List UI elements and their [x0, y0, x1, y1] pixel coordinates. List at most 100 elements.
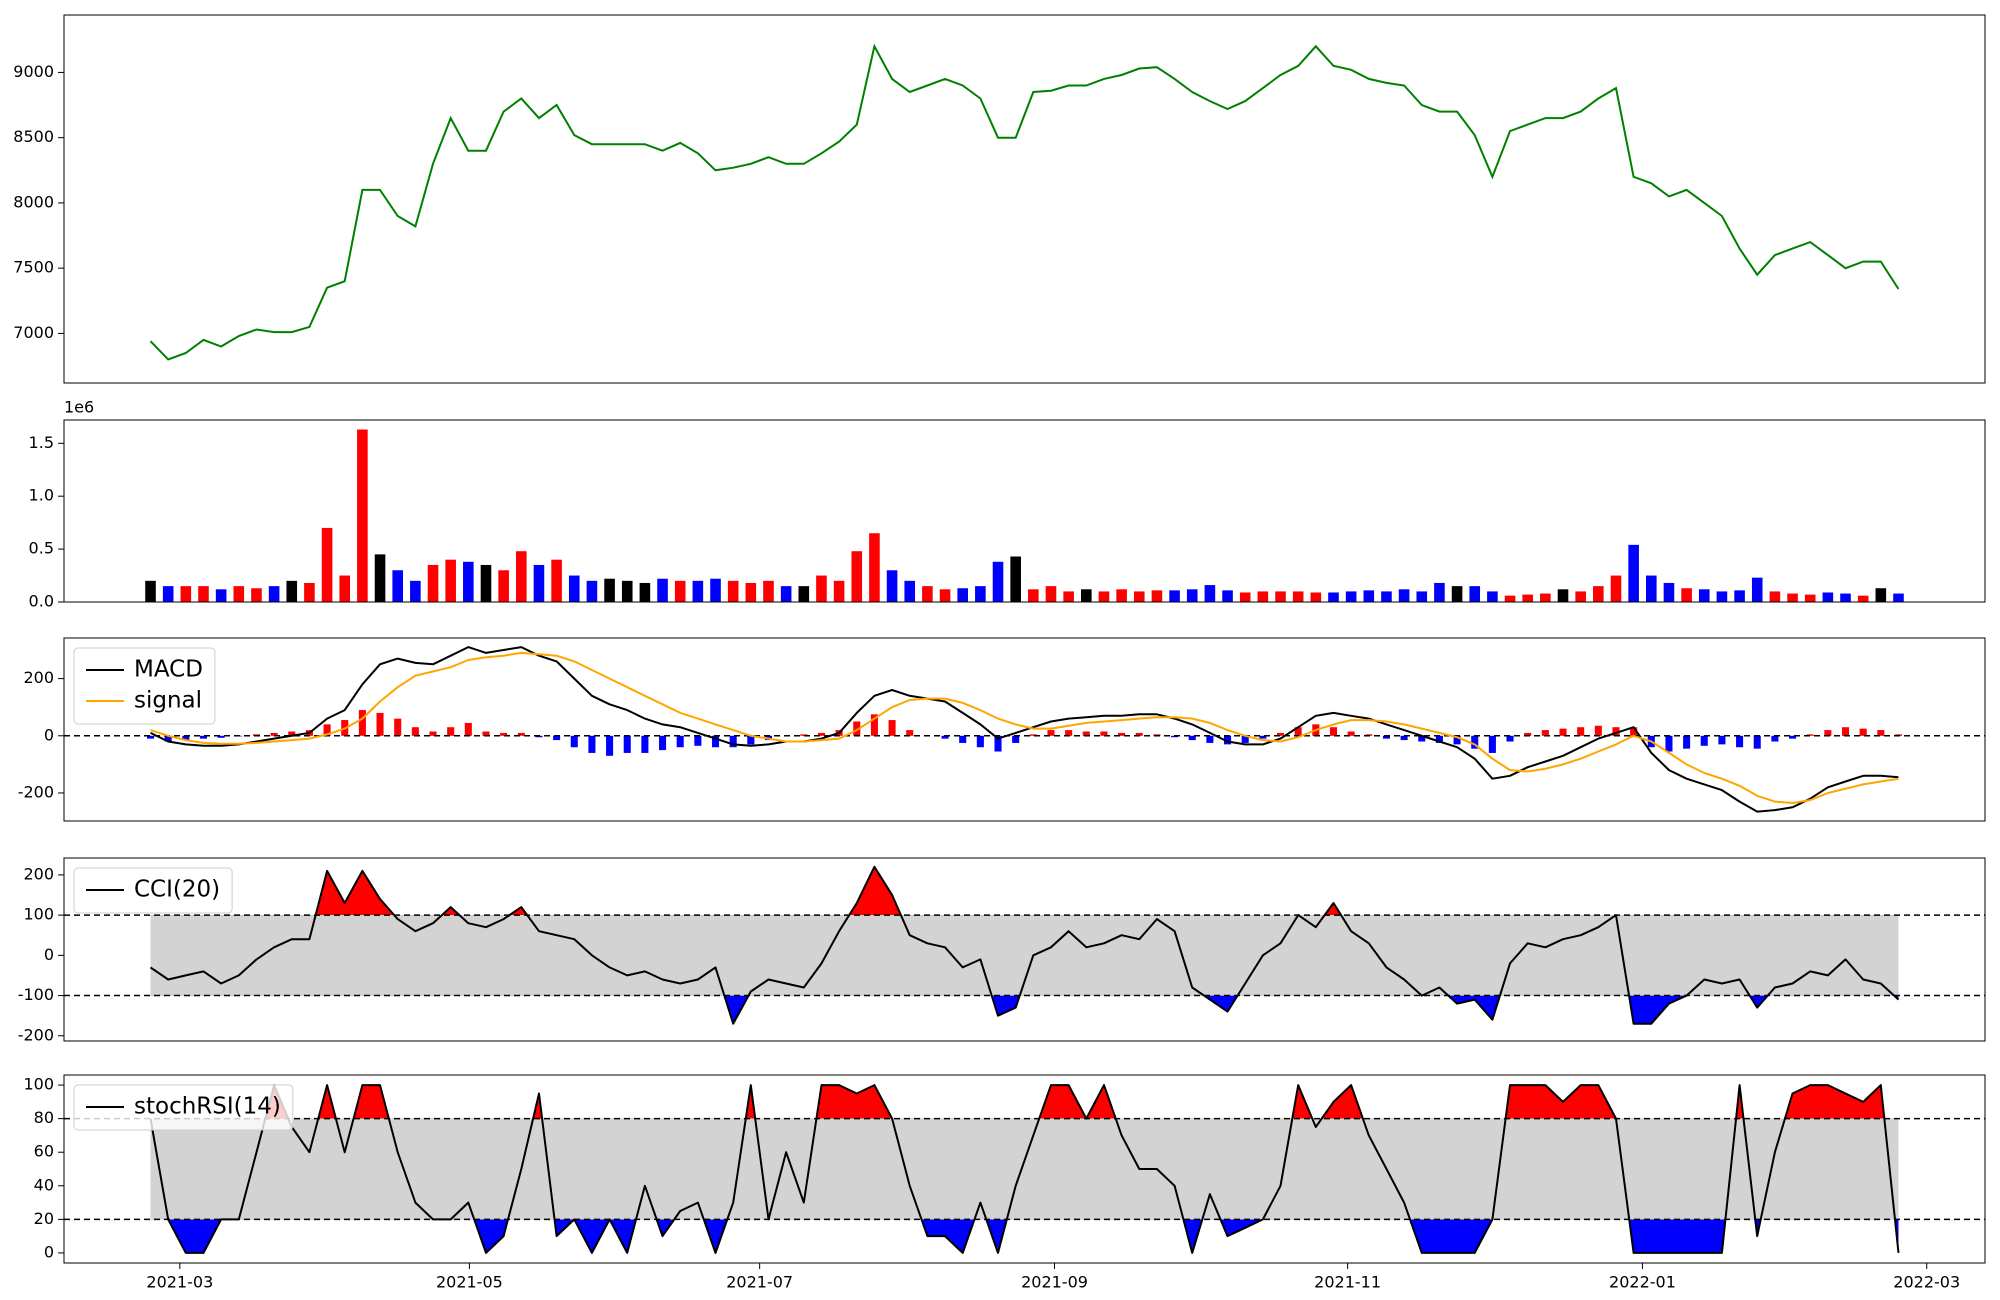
volume-bar — [869, 533, 880, 602]
histogram-bar — [553, 735, 561, 741]
volume-bar — [1751, 577, 1763, 602]
histogram-bar — [659, 735, 667, 751]
volume-bar — [445, 559, 456, 602]
band — [150, 1118, 1899, 1220]
price-line — [149, 43, 1900, 361]
volume-bar — [304, 582, 315, 602]
volume-bar — [1045, 586, 1057, 602]
volume-bar — [886, 570, 898, 602]
y-tick-label: -200 — [18, 782, 54, 801]
histogram-bar — [1082, 731, 1090, 736]
histogram-bar — [1771, 735, 1779, 742]
volume-bar — [1151, 590, 1163, 602]
y-tick-label: 80 — [34, 1108, 54, 1127]
volume-bar — [321, 527, 333, 602]
histogram-bar — [394, 718, 402, 736]
axes-frame — [63, 857, 1986, 1042]
volume-bar — [533, 564, 545, 602]
histogram-bar — [464, 722, 472, 736]
volume-bar — [145, 580, 156, 602]
volume-bar — [162, 586, 174, 602]
volume-bar — [1063, 591, 1074, 602]
histogram-bar — [676, 735, 684, 748]
volume-bar — [1840, 593, 1851, 602]
histogram-bar — [1824, 730, 1832, 736]
line — [150, 646, 1899, 813]
volume-bar — [1857, 595, 1869, 602]
histogram-bar — [1736, 735, 1744, 748]
volume-bar — [1169, 590, 1180, 602]
y-tick-label: 0 — [44, 1242, 54, 1261]
volume-bar — [1133, 591, 1145, 602]
volume-bar — [198, 586, 209, 602]
histogram-bar — [1471, 735, 1479, 749]
histogram-bar — [906, 730, 914, 736]
y-tick-label: 0 — [44, 725, 54, 744]
histogram-bar — [800, 734, 808, 736]
histogram-bar — [517, 732, 525, 736]
y-tick-label: 1.5 — [29, 433, 54, 452]
y-tick-label: -100 — [18, 985, 54, 1004]
volume-bar — [480, 564, 492, 602]
histogram-bar — [164, 735, 172, 742]
histogram-bar — [1594, 725, 1602, 736]
volume-bar — [1681, 588, 1692, 602]
volume-bar — [374, 554, 386, 602]
histogram-bar — [588, 735, 596, 753]
axes-frame — [63, 14, 1986, 384]
histogram-bar — [817, 732, 825, 736]
volume-bar — [1222, 590, 1233, 602]
histogram-bar — [482, 731, 490, 736]
legend-label: stochRSI(14) — [134, 1094, 281, 1120]
histogram-bar — [1753, 735, 1761, 749]
volume-bar — [1593, 586, 1604, 602]
volume-bar — [1522, 594, 1533, 602]
histogram-bar — [411, 727, 419, 736]
histogram-bar — [1630, 727, 1638, 736]
legend-label: signal — [134, 688, 202, 714]
histogram-bar — [1206, 735, 1214, 743]
volume-bar — [1628, 544, 1639, 602]
volume-bar — [427, 564, 439, 602]
volume-bar — [1822, 592, 1834, 602]
histogram-bar — [1612, 727, 1620, 736]
volume-bar — [922, 586, 933, 602]
volume-bar — [851, 551, 863, 602]
volume-bar — [939, 589, 951, 602]
volume-bar — [233, 586, 245, 602]
volume-bar — [357, 429, 368, 602]
histogram-bar — [1435, 735, 1443, 743]
histogram-bar — [270, 732, 278, 736]
volume-bar — [833, 580, 845, 602]
volume-bar — [1292, 591, 1304, 602]
histogram-bar — [1453, 735, 1461, 745]
histogram-bar — [1577, 727, 1585, 736]
histogram-bar — [1047, 730, 1055, 736]
legend: stochRSI(14) — [73, 1084, 294, 1131]
histogram-bar — [976, 735, 984, 748]
volume-bar — [268, 586, 280, 602]
y-tick-label: 0.5 — [29, 539, 54, 558]
legend: MACD signal — [73, 647, 216, 725]
volume-bar — [1893, 593, 1904, 602]
volume-bar — [1610, 575, 1622, 602]
volume-bar — [1663, 582, 1675, 602]
volume-bar — [657, 578, 668, 602]
volume-bar — [1575, 591, 1586, 602]
y-tick-label: 1.0 — [29, 486, 54, 505]
volume-bar — [1698, 589, 1710, 602]
x-tick-label: 2021-07 — [726, 1273, 793, 1292]
volume-bar — [763, 580, 774, 602]
histogram-bar — [1294, 727, 1302, 736]
histogram-bar — [199, 735, 208, 739]
volume-bar — [1716, 591, 1728, 602]
volume-bar — [1504, 595, 1516, 602]
volume-bar — [498, 570, 509, 602]
legend-box — [73, 1084, 294, 1131]
volume-bar — [1186, 589, 1198, 602]
x-tick-label: 2021-03 — [146, 1273, 213, 1292]
histogram-bar — [1841, 727, 1850, 736]
histogram-bar — [729, 735, 737, 748]
threshold-fill-above — [150, 1085, 1899, 1119]
